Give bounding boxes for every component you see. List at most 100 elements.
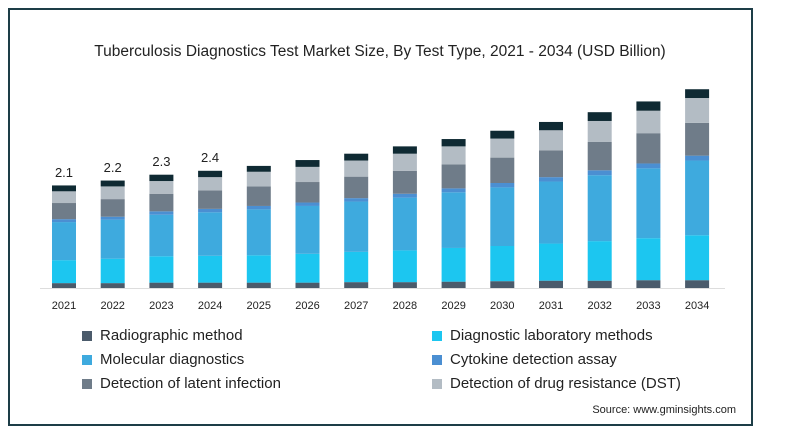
bar-segment xyxy=(539,150,563,178)
bar-segment xyxy=(246,186,271,206)
bar-segment xyxy=(246,255,271,283)
bar-segment xyxy=(52,222,76,261)
legend-label: Radiographic method xyxy=(100,327,243,344)
bar-segment xyxy=(490,281,515,288)
bar-segment xyxy=(198,208,223,213)
x-tick-label: 2023 xyxy=(149,300,173,312)
bar-segment xyxy=(441,247,466,282)
x-tick-label: 2027 xyxy=(344,300,368,312)
bar-segment xyxy=(539,243,563,281)
bar-segment xyxy=(100,219,125,259)
bar-segment xyxy=(344,251,369,283)
bar-segment xyxy=(392,146,417,154)
x-tick-label: 2026 xyxy=(295,300,319,312)
bar-segment xyxy=(539,280,563,288)
bar-segment xyxy=(392,197,417,251)
bar-segment xyxy=(685,235,710,281)
bar-segment xyxy=(52,283,76,288)
bar-segment xyxy=(100,258,125,284)
bar-segment xyxy=(539,177,563,182)
bar-segment xyxy=(100,186,125,200)
bar-segment xyxy=(441,192,466,248)
bar-segment xyxy=(636,280,661,288)
bar-segment xyxy=(149,174,174,182)
frame xyxy=(8,8,753,426)
bar-segment xyxy=(295,182,320,203)
total-label: 2.1 xyxy=(55,165,73,180)
bar-segment xyxy=(539,121,563,131)
bar-segment xyxy=(636,110,661,134)
bar-segment xyxy=(587,241,612,281)
legend-swatch xyxy=(432,379,442,389)
source: Source: www.gminsights.com xyxy=(592,404,736,416)
bar-segment xyxy=(149,181,174,194)
bar-segment xyxy=(149,214,174,257)
total-label: 2.3 xyxy=(152,154,170,169)
legend-label: Cytokine detection assay xyxy=(450,351,617,368)
bar-segment xyxy=(344,160,369,177)
bar-segment xyxy=(246,165,271,172)
bar-segment xyxy=(198,177,223,191)
bar-segment xyxy=(685,160,710,236)
bar-segment xyxy=(587,170,612,176)
bar-segment xyxy=(636,133,661,164)
bar-segment xyxy=(246,205,271,210)
bar-segment xyxy=(198,255,223,283)
bar-segment xyxy=(685,155,710,161)
bar-segment xyxy=(392,193,417,198)
bar-segment xyxy=(149,211,174,215)
bar-segment xyxy=(539,130,563,151)
legend-swatch xyxy=(432,355,442,365)
x-tick-label: 2029 xyxy=(441,300,465,312)
bar-segment xyxy=(100,199,125,217)
legend-label: Molecular diagnostics xyxy=(100,351,244,368)
legend-label: Detection of latent infection xyxy=(100,375,281,392)
bar-segment xyxy=(52,203,76,220)
x-tick-label: 2030 xyxy=(490,300,514,312)
bar-segment xyxy=(344,201,369,252)
bar-segment xyxy=(587,112,612,121)
bar-segment xyxy=(441,188,466,193)
legend-swatch xyxy=(82,355,92,365)
bar-segment xyxy=(587,175,612,242)
bar-segment xyxy=(100,180,125,187)
bar-segment xyxy=(295,202,320,206)
bar-segment xyxy=(490,246,515,282)
legend-swatch xyxy=(82,379,92,389)
x-tick-label: 2024 xyxy=(198,300,222,312)
bar-segment xyxy=(685,280,710,288)
bar-segment xyxy=(198,282,223,288)
bar-segment xyxy=(441,139,466,147)
bar-segment xyxy=(392,282,417,288)
bar-segment xyxy=(490,130,515,139)
legend-swatch xyxy=(432,331,442,341)
bar-segment xyxy=(685,89,710,99)
bar-segment xyxy=(441,281,466,288)
x-tick-label: 2022 xyxy=(100,300,124,312)
chart-title: Tuberculosis Diagnostics Test Market Siz… xyxy=(94,43,665,60)
legend-label: Diagnostic laboratory methods xyxy=(450,327,653,344)
bar-segment xyxy=(149,256,174,283)
bar-segment xyxy=(52,185,76,192)
bar-segment xyxy=(149,193,174,212)
bar-segment xyxy=(490,157,515,183)
total-label: 2.2 xyxy=(104,160,122,175)
x-tick-label: 2033 xyxy=(636,300,660,312)
bar-segment xyxy=(246,282,271,288)
bar-segment xyxy=(392,153,417,171)
x-tick-label: 2025 xyxy=(247,300,271,312)
bar-segment xyxy=(636,238,661,281)
bar-segment xyxy=(636,101,661,111)
total-label: 2.4 xyxy=(201,150,219,165)
bar-segment xyxy=(344,176,369,199)
bar-segment xyxy=(392,250,417,283)
bar-segment xyxy=(587,141,612,171)
bar-segment xyxy=(198,212,223,256)
bar-segment xyxy=(441,164,466,189)
bar-segment xyxy=(295,253,320,283)
x-tick-label: 2021 xyxy=(52,300,76,312)
bar-segment xyxy=(100,283,125,288)
bar-segment xyxy=(344,282,369,288)
